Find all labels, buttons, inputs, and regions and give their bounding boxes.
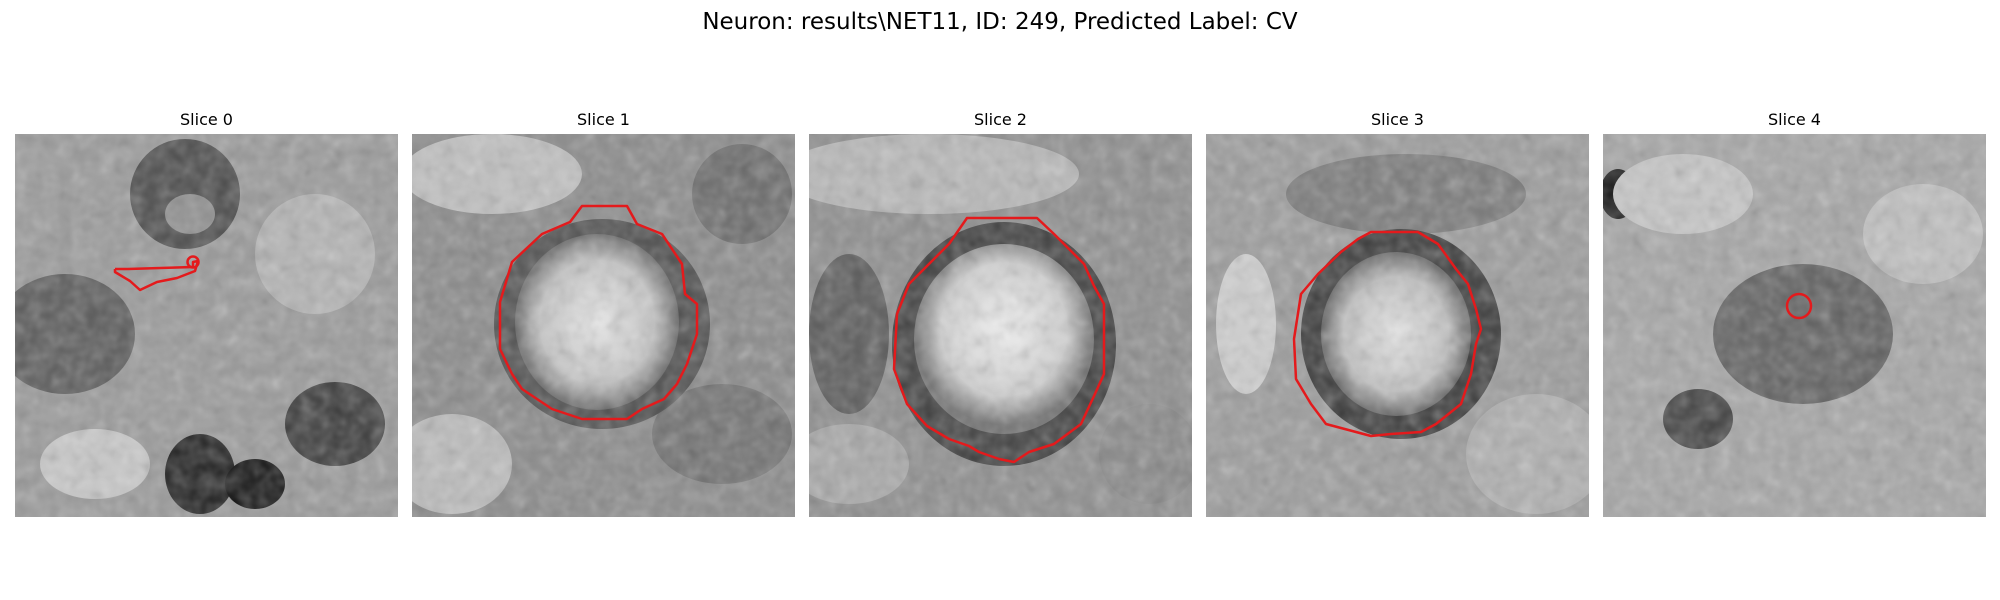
roi-marker-0 — [186, 255, 200, 269]
slice-image-3 — [1206, 134, 1589, 517]
slice-image-4 — [1603, 134, 1986, 517]
slice-label-2: Slice 2 — [974, 110, 1027, 129]
roi-contour-2 — [892, 216, 1106, 464]
roi-contour-1 — [498, 204, 699, 421]
roi-contour-0 — [113, 259, 200, 292]
slice-label-3: Slice 3 — [1371, 110, 1424, 129]
slice-image-0 — [15, 134, 398, 517]
roi-marker-4 — [1785, 292, 1813, 320]
slice-label-4: Slice 4 — [1768, 110, 1821, 129]
slice-label-1: Slice 1 — [577, 110, 630, 129]
roi-contour-3 — [1292, 230, 1483, 438]
slice-image-2 — [809, 134, 1192, 517]
slice-label-0: Slice 0 — [180, 110, 233, 129]
slice-image-1 — [412, 134, 795, 517]
figure-title: Neuron: results\NET11, ID: 249, Predicte… — [702, 9, 1298, 35]
